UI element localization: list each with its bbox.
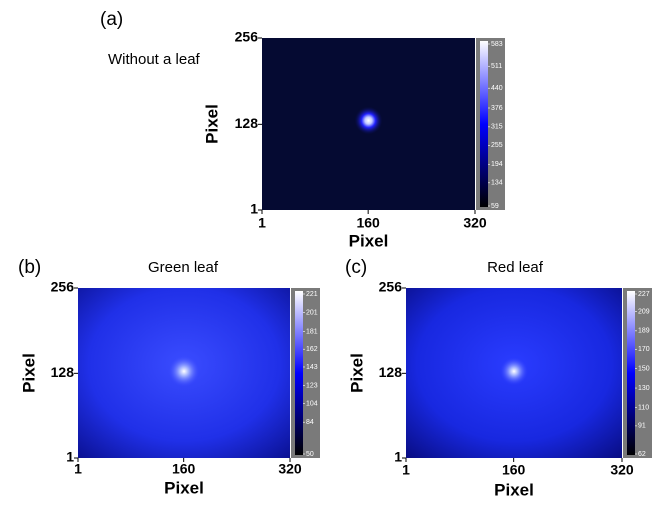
colorbar-tick-label: 227 bbox=[638, 291, 650, 298]
x-tick-label: 160 bbox=[356, 215, 380, 231]
bright-spot bbox=[168, 355, 200, 387]
y-tick-label: 1 bbox=[394, 449, 402, 465]
colorbar bbox=[627, 291, 635, 455]
y-tick-label: 128 bbox=[379, 364, 403, 380]
y-axis-label: Pixel bbox=[19, 353, 38, 393]
y-tick-label: 256 bbox=[51, 279, 75, 295]
colorbar-tick-label: 50 bbox=[306, 451, 314, 458]
colorbar-tick-label: 440 bbox=[491, 85, 503, 92]
colorbar-tick-label: 315 bbox=[491, 124, 503, 131]
panel-label: (a) bbox=[100, 9, 123, 30]
colorbar-tick-label: 209 bbox=[638, 308, 650, 315]
y-tick-label: 128 bbox=[235, 115, 259, 131]
colorbar-tick-label: 104 bbox=[306, 400, 318, 407]
colorbar-tick-label: 189 bbox=[638, 328, 650, 335]
colorbar-tick-label: 221 bbox=[306, 291, 318, 298]
colorbar-tick-label: 84 bbox=[306, 419, 314, 426]
colorbar-tick-label: 130 bbox=[638, 385, 650, 392]
x-tick-label: 320 bbox=[278, 461, 302, 477]
y-tick-label: 1 bbox=[250, 201, 258, 217]
x-tick-label: 1 bbox=[258, 215, 266, 231]
colorbar-tick-label: 201 bbox=[306, 310, 318, 317]
panel-title: Green leaf bbox=[148, 259, 219, 276]
colorbar-tick-label: 583 bbox=[491, 41, 503, 48]
x-axis-label: Pixel bbox=[349, 231, 389, 250]
bright-spot bbox=[500, 357, 528, 385]
x-tick-label: 1 bbox=[402, 462, 410, 478]
colorbar-tick-label: 134 bbox=[491, 180, 503, 187]
colorbar-tick-label: 150 bbox=[638, 366, 650, 373]
panel-title: Red leaf bbox=[487, 259, 544, 276]
colorbar-tick-label: 511 bbox=[491, 63, 502, 70]
y-axis-label: Pixel bbox=[202, 104, 221, 144]
y-tick-label: 256 bbox=[235, 29, 259, 45]
colorbar-tick-label: 143 bbox=[306, 364, 318, 371]
x-tick-label: 160 bbox=[172, 461, 196, 477]
x-tick-label: 320 bbox=[463, 215, 487, 231]
x-axis-label: Pixel bbox=[494, 480, 534, 499]
x-axis-label: Pixel bbox=[164, 478, 204, 497]
y-tick-label: 256 bbox=[379, 279, 403, 295]
x-tick-label: 160 bbox=[502, 462, 526, 478]
colorbar-tick-label: 62 bbox=[638, 451, 646, 458]
y-tick-label: 1 bbox=[66, 449, 74, 465]
colorbar-tick-label: 59 bbox=[491, 203, 499, 210]
colorbar-tick-label: 181 bbox=[306, 328, 318, 335]
colorbar bbox=[295, 291, 303, 455]
colorbar-tick-label: 110 bbox=[638, 404, 649, 411]
colorbar-tick-label: 194 bbox=[491, 161, 503, 168]
y-tick-label: 128 bbox=[51, 364, 75, 380]
panel-label: (b) bbox=[18, 257, 41, 278]
colorbar-tick-label: 255 bbox=[491, 142, 503, 149]
y-axis-label: Pixel bbox=[347, 353, 366, 393]
figure: 583 511 440 376 315 255 194 134 59 1 160 320 1 128 256… bbox=[0, 0, 659, 502]
panel-label: (c) bbox=[345, 257, 367, 278]
colorbar-tick-label: 170 bbox=[638, 346, 650, 353]
colorbar bbox=[480, 41, 488, 207]
colorbar-tick-label: 91 bbox=[638, 423, 646, 430]
colorbar-tick-label: 123 bbox=[306, 383, 318, 390]
colorbar-tick-label: 376 bbox=[491, 105, 503, 112]
bright-spot bbox=[355, 107, 383, 135]
panel-title: Without a leaf bbox=[108, 51, 201, 68]
x-tick-label: 1 bbox=[74, 461, 82, 477]
x-tick-label: 320 bbox=[610, 462, 634, 478]
colorbar-tick-label: 162 bbox=[306, 346, 318, 353]
